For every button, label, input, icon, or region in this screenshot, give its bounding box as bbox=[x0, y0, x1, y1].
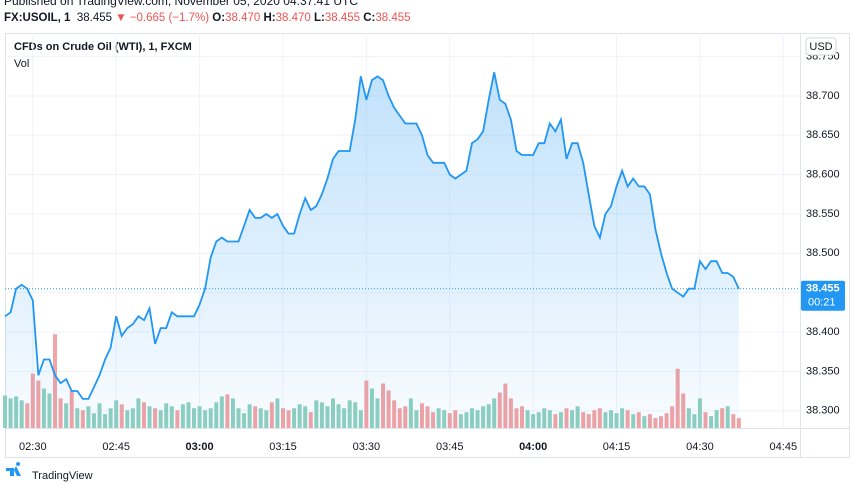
ohlc-value: 38.470 bbox=[225, 12, 261, 24]
x-tick-label: 04:45 bbox=[770, 441, 798, 453]
last: 38.455 bbox=[76, 12, 113, 24]
last-price-box bbox=[801, 280, 845, 311]
currency-button bbox=[805, 37, 837, 56]
currency: USD bbox=[809, 41, 832, 53]
ohlc-value: 38.455 bbox=[324, 12, 361, 24]
published-note: Published on TradingView.com, November 0… bbox=[4, 0, 358, 8]
ohlc-label: H: bbox=[263, 12, 276, 24]
y-tick-label: 38.550 bbox=[806, 208, 840, 220]
x-tick-label: 04:30 bbox=[686, 441, 714, 453]
y-tick-label: 38.300 bbox=[806, 405, 840, 417]
legend-series: CFDs on Crude Oil (WTI), 1, FXCM bbox=[14, 41, 192, 53]
x-tick-label: 02:30 bbox=[19, 441, 47, 453]
ohlc-label: L: bbox=[314, 12, 325, 24]
ohlc-value: 38.470 bbox=[275, 12, 311, 24]
change: ▼ −0.665 (−1.7%) bbox=[115, 12, 210, 24]
last-price-label: 38.455 bbox=[806, 283, 840, 295]
x-tick-label: 03:45 bbox=[436, 441, 464, 453]
x-tick-label: 04:15 bbox=[603, 441, 631, 453]
ohlc: O:38.470 H:38.470 L:38.455 C:38.455 bbox=[212, 12, 413, 24]
logo bbox=[6, 462, 21, 476]
y-tick-label: 38.350 bbox=[806, 365, 840, 377]
x-tick-label: 04:00 bbox=[519, 441, 547, 453]
ohlc-label: C: bbox=[363, 12, 376, 24]
x-tick-label: 03:00 bbox=[186, 441, 214, 453]
ohlc-value: 38.455 bbox=[375, 12, 411, 24]
y-tick-label: 38.650 bbox=[806, 129, 840, 141]
price-line bbox=[4, 72, 740, 400]
price-area bbox=[5, 72, 739, 429]
y-tick-label: 38.600 bbox=[806, 169, 840, 181]
x-tick-label: 03:15 bbox=[269, 441, 297, 453]
volume-bar bbox=[736, 418, 741, 428]
brand: TradingView bbox=[32, 470, 93, 482]
frame bbox=[5, 33, 850, 458]
x-tick-label: 02:45 bbox=[102, 441, 130, 453]
y-tick-label: 38.400 bbox=[806, 326, 840, 338]
ohlc-label: O: bbox=[212, 12, 226, 24]
y-tick-label: 38.700 bbox=[806, 90, 840, 102]
y-tick-label: 38.500 bbox=[806, 247, 840, 259]
countdown: 00:21 bbox=[808, 297, 836, 309]
symbol-bar: FX:USOIL, 1 38.455 ▼ −0.665 (−1.7%) O:38… bbox=[4, 12, 414, 24]
x-tick-label: 03:30 bbox=[353, 441, 381, 453]
symbol: FX:USOIL, 1 bbox=[4, 12, 71, 24]
legend-volume: Vol bbox=[14, 58, 29, 70]
